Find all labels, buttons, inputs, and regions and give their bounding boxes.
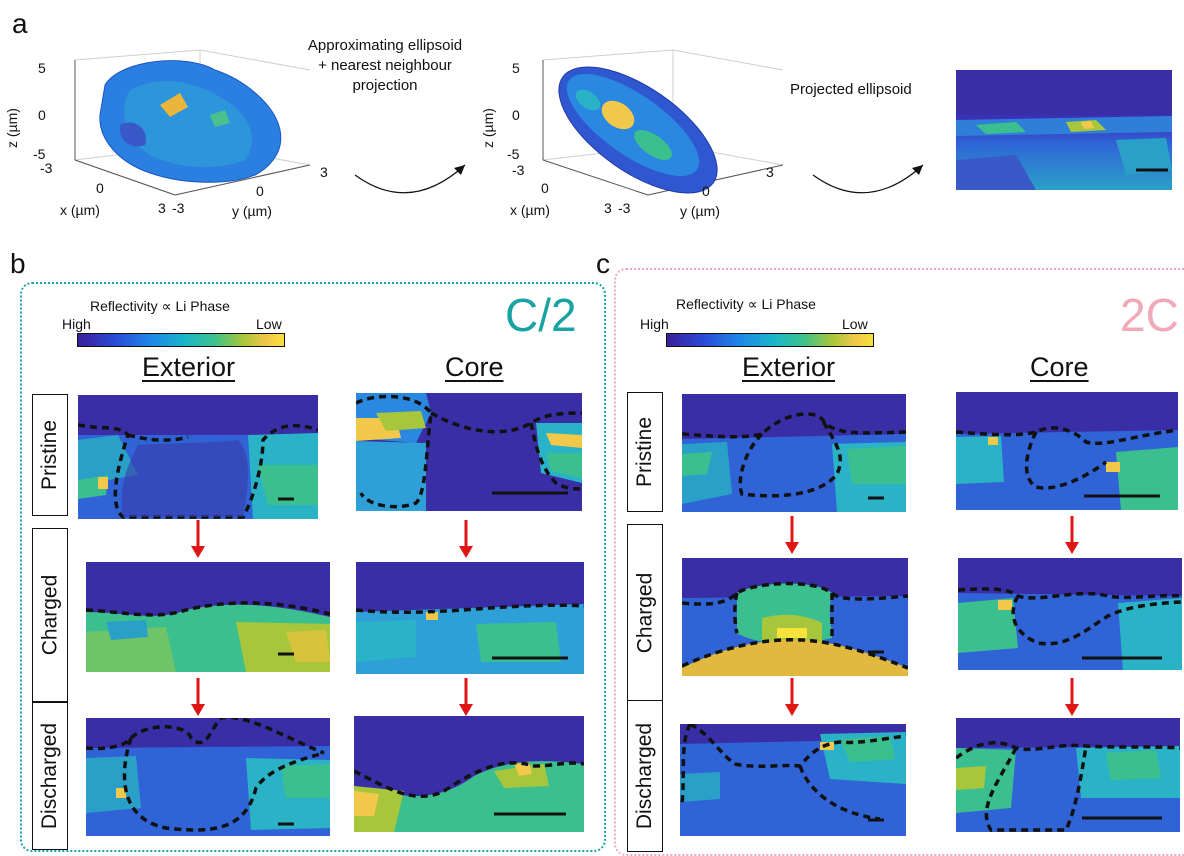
map-b-exterior-charged (86, 562, 330, 672)
plot1-y-tick-3: 3 (320, 164, 328, 180)
col-header-exterior-c: Exterior (742, 352, 836, 382)
row-label-pristine-c: Pristine (627, 392, 663, 512)
arrow-c-core-1 (1065, 516, 1079, 554)
row-label-discharged-b: Discharged (32, 702, 68, 850)
plot2-y-tick-neg3: -3 (618, 200, 631, 216)
arrow-c-ext-2 (785, 678, 799, 716)
row-label-pristine-b: Pristine (32, 394, 68, 516)
colorbar-low-c: Low (842, 316, 868, 332)
arrow-b-core-2 (459, 678, 473, 716)
plot2-x-tick-0: 0 (541, 180, 549, 196)
colorbar-low-b: Low (256, 316, 282, 332)
col-header-core-b: Core (445, 352, 504, 382)
plot2-y-tick-0: 0 (702, 183, 710, 199)
plot1-x-label: x (µm) (60, 202, 100, 218)
arrow-b-core-1 (459, 520, 473, 558)
map-b-exterior-discharged (86, 718, 330, 836)
row-label-charged-b: Charged (32, 528, 68, 702)
map-b-core-charged (356, 562, 584, 674)
row-label-text: Discharged (38, 722, 62, 830)
plot1-y-tick-0: 0 (256, 183, 264, 199)
row-label-text: Discharged (633, 722, 657, 830)
panel-label-c: c (596, 248, 610, 279)
plot2-x-tick-neg3: -3 (512, 162, 525, 178)
curved-arrow-1 (354, 164, 466, 194)
plot1-z-tick-5: 5 (38, 60, 46, 76)
map-c-core-pristine (956, 392, 1178, 510)
colorbar-high-c: High (640, 316, 669, 332)
colorbar-c (666, 333, 874, 347)
map-b-core-pristine (356, 393, 582, 511)
plot2-y-label: y (µm) (680, 203, 720, 219)
plot2-z-tick-0: 0 (512, 107, 520, 123)
panel-label-a: a (12, 8, 28, 39)
projected-ellipsoid-map (956, 70, 1172, 190)
curved-arrow-2 (812, 164, 924, 194)
map-c-exterior-pristine (682, 394, 906, 512)
annotation-approx-ellipsoid: Approximating ellipsoid + nearest neighb… (295, 36, 475, 96)
colorbar-b (77, 333, 285, 347)
map-b-core-discharged (354, 716, 584, 832)
plot2-z-tick-5: 5 (512, 60, 520, 76)
map-c-exterior-charged (682, 558, 908, 676)
plot2-x-label: x (µm) (510, 202, 550, 218)
particle-3d-plot (74, 49, 310, 196)
plot1-y-tick-neg3: -3 (172, 200, 185, 216)
annotation-line-1: Approximating ellipsoid (307, 37, 463, 54)
row-label-charged-c: Charged (627, 524, 663, 702)
arrow-b-ext-1 (191, 520, 205, 558)
panel-b-frame (20, 282, 606, 852)
plot1-y-label: y (µm) (232, 203, 272, 219)
colorbar-title-b: Reflectivity ∝ Li Phase (90, 298, 230, 314)
plot1-z-tick-0: 0 (38, 107, 46, 123)
col-header-exterior-b: Exterior (142, 352, 236, 382)
col-header-core-c: Core (1030, 352, 1089, 382)
plot1-x-tick-0: 0 (96, 180, 104, 196)
plot1-x-tick-neg3: -3 (40, 160, 53, 176)
colorbar-title-c: Reflectivity ∝ Li Phase (676, 296, 816, 312)
row-label-discharged-c: Discharged (627, 700, 663, 852)
arrow-c-ext-1 (785, 516, 799, 554)
annotation-projected-ellipsoid: Projected ellipsoid (790, 81, 912, 98)
annotation-line-2: + nearest neighbour (318, 57, 452, 74)
row-label-text: Charged (38, 574, 61, 656)
plot1-z-tick-neg5: -5 (33, 146, 46, 162)
rate-label-c: 2C (1120, 289, 1179, 341)
row-label-text: Charged (633, 572, 656, 654)
map-c-core-discharged (956, 718, 1180, 832)
panel-label-b: b (10, 248, 26, 279)
map-c-exterior-discharged (680, 724, 906, 836)
plot2-z-tick-neg5: -5 (507, 146, 520, 162)
ellipsoid-3d-plot (542, 49, 784, 196)
map-c-core-charged (958, 558, 1182, 670)
plot2-z-label: z (µm) (480, 108, 496, 148)
row-label-text: Pristine (633, 416, 656, 488)
arrow-c-core-2 (1065, 678, 1079, 716)
plot2-x-tick-3: 3 (604, 200, 612, 216)
plot1-x-tick-3: 3 (158, 200, 166, 216)
annotation-line-3: projection (352, 77, 418, 94)
plot2-y-tick-3: 3 (766, 164, 774, 180)
map-b-exterior-pristine (78, 395, 318, 519)
plot1-z-label: z (µm) (4, 108, 20, 148)
colorbar-high-b: High (62, 316, 91, 332)
rate-label-b: C/2 (505, 289, 577, 341)
arrow-b-ext-2 (191, 678, 205, 716)
row-label-text: Pristine (38, 419, 61, 491)
